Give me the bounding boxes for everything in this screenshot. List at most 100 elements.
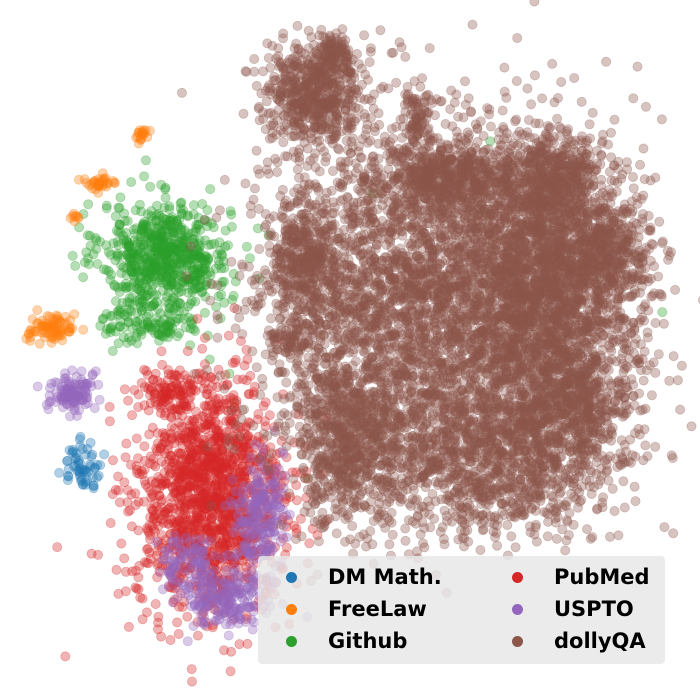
point-github <box>126 248 137 259</box>
point-github <box>159 239 170 250</box>
point-pubmed <box>197 343 208 354</box>
point-pubmed <box>172 370 183 381</box>
point-github <box>156 235 167 246</box>
point-pubmed <box>156 631 167 642</box>
point-github <box>145 249 156 260</box>
point-freelaw <box>42 310 53 321</box>
point-pubmed <box>153 611 164 622</box>
point-uspto <box>218 594 229 605</box>
point-freelaw <box>52 331 63 342</box>
point-pubmed <box>173 447 184 458</box>
point-dollyqa <box>359 30 370 41</box>
point-github <box>121 235 132 246</box>
point-github <box>209 238 220 249</box>
point-github <box>168 233 179 244</box>
point-github <box>164 244 175 255</box>
point-github <box>263 229 274 240</box>
point-uspto <box>239 528 250 539</box>
point-dollyqa <box>499 62 510 73</box>
point-github <box>116 259 127 270</box>
point-github <box>188 233 199 244</box>
point-github <box>169 230 180 241</box>
point-github <box>130 331 141 342</box>
point-pubmed <box>163 519 174 530</box>
point-github <box>161 270 172 281</box>
point-uspto <box>245 602 256 613</box>
point-pubmed <box>127 410 138 421</box>
point-uspto <box>218 552 229 563</box>
point-pubmed <box>150 599 161 610</box>
point-github <box>191 244 202 255</box>
point-pubmed <box>207 512 218 523</box>
point-dollyqa <box>199 214 210 225</box>
point-github <box>194 251 205 262</box>
point-github <box>137 240 148 251</box>
point-uspto <box>67 365 78 376</box>
point-github <box>187 265 198 276</box>
point-github <box>170 316 181 327</box>
point-dollyqa <box>255 389 266 400</box>
point-github <box>199 263 210 274</box>
point-github <box>101 203 112 214</box>
point-github <box>67 250 78 261</box>
point-pubmed <box>144 429 155 440</box>
point-uspto <box>57 402 68 413</box>
point-uspto <box>271 471 282 482</box>
point-github <box>150 263 161 274</box>
point-pubmed <box>291 495 302 506</box>
point-dollyqa <box>262 82 273 93</box>
point-dollyqa <box>292 20 303 31</box>
point-github <box>139 171 150 182</box>
point-uspto <box>43 404 54 415</box>
point-github <box>150 319 161 330</box>
point-github <box>171 270 182 281</box>
point-github <box>157 226 168 237</box>
point-github <box>167 242 178 253</box>
point-github <box>70 260 81 271</box>
point-github <box>158 244 169 255</box>
point-github <box>149 230 160 241</box>
point-github <box>168 238 179 249</box>
point-uspto <box>236 497 247 508</box>
point-github <box>220 225 231 236</box>
point-github <box>151 289 162 300</box>
point-pubmed <box>148 490 159 501</box>
point-dollyqa <box>362 74 373 85</box>
point-github <box>133 278 144 289</box>
point-dollyqa <box>263 53 274 64</box>
point-pubmed <box>139 455 150 466</box>
point-pubmed <box>142 543 153 554</box>
point-github <box>173 283 184 294</box>
point-dollyqa <box>275 85 286 96</box>
point-pubmed <box>215 523 226 534</box>
point-pubmed <box>183 491 194 502</box>
point-github <box>188 200 199 211</box>
point-pubmed <box>150 461 161 472</box>
point-github <box>190 277 201 288</box>
point-dollyqa <box>331 122 342 133</box>
point-pubmed <box>242 354 253 365</box>
point-dollyqa <box>176 87 187 98</box>
point-github <box>145 236 156 247</box>
point-github <box>168 270 179 281</box>
point-uspto <box>166 572 177 583</box>
point-github <box>159 232 170 243</box>
point-pubmed <box>146 476 157 487</box>
point-github <box>182 246 193 257</box>
point-github <box>158 238 169 249</box>
point-dollyqa <box>423 107 434 118</box>
point-uspto <box>32 381 43 392</box>
point-github <box>166 224 177 235</box>
point-github <box>186 233 197 244</box>
point-github <box>167 212 178 223</box>
point-pubmed <box>60 651 71 662</box>
point-github <box>182 301 193 312</box>
point-dollyqa <box>247 346 258 357</box>
point-uspto <box>260 534 271 545</box>
point-github <box>126 245 137 256</box>
point-github <box>92 258 103 269</box>
point-dollyqa <box>290 38 301 49</box>
point-dollyqa <box>272 166 283 177</box>
point-pubmed <box>258 400 269 411</box>
point-github <box>126 282 137 293</box>
